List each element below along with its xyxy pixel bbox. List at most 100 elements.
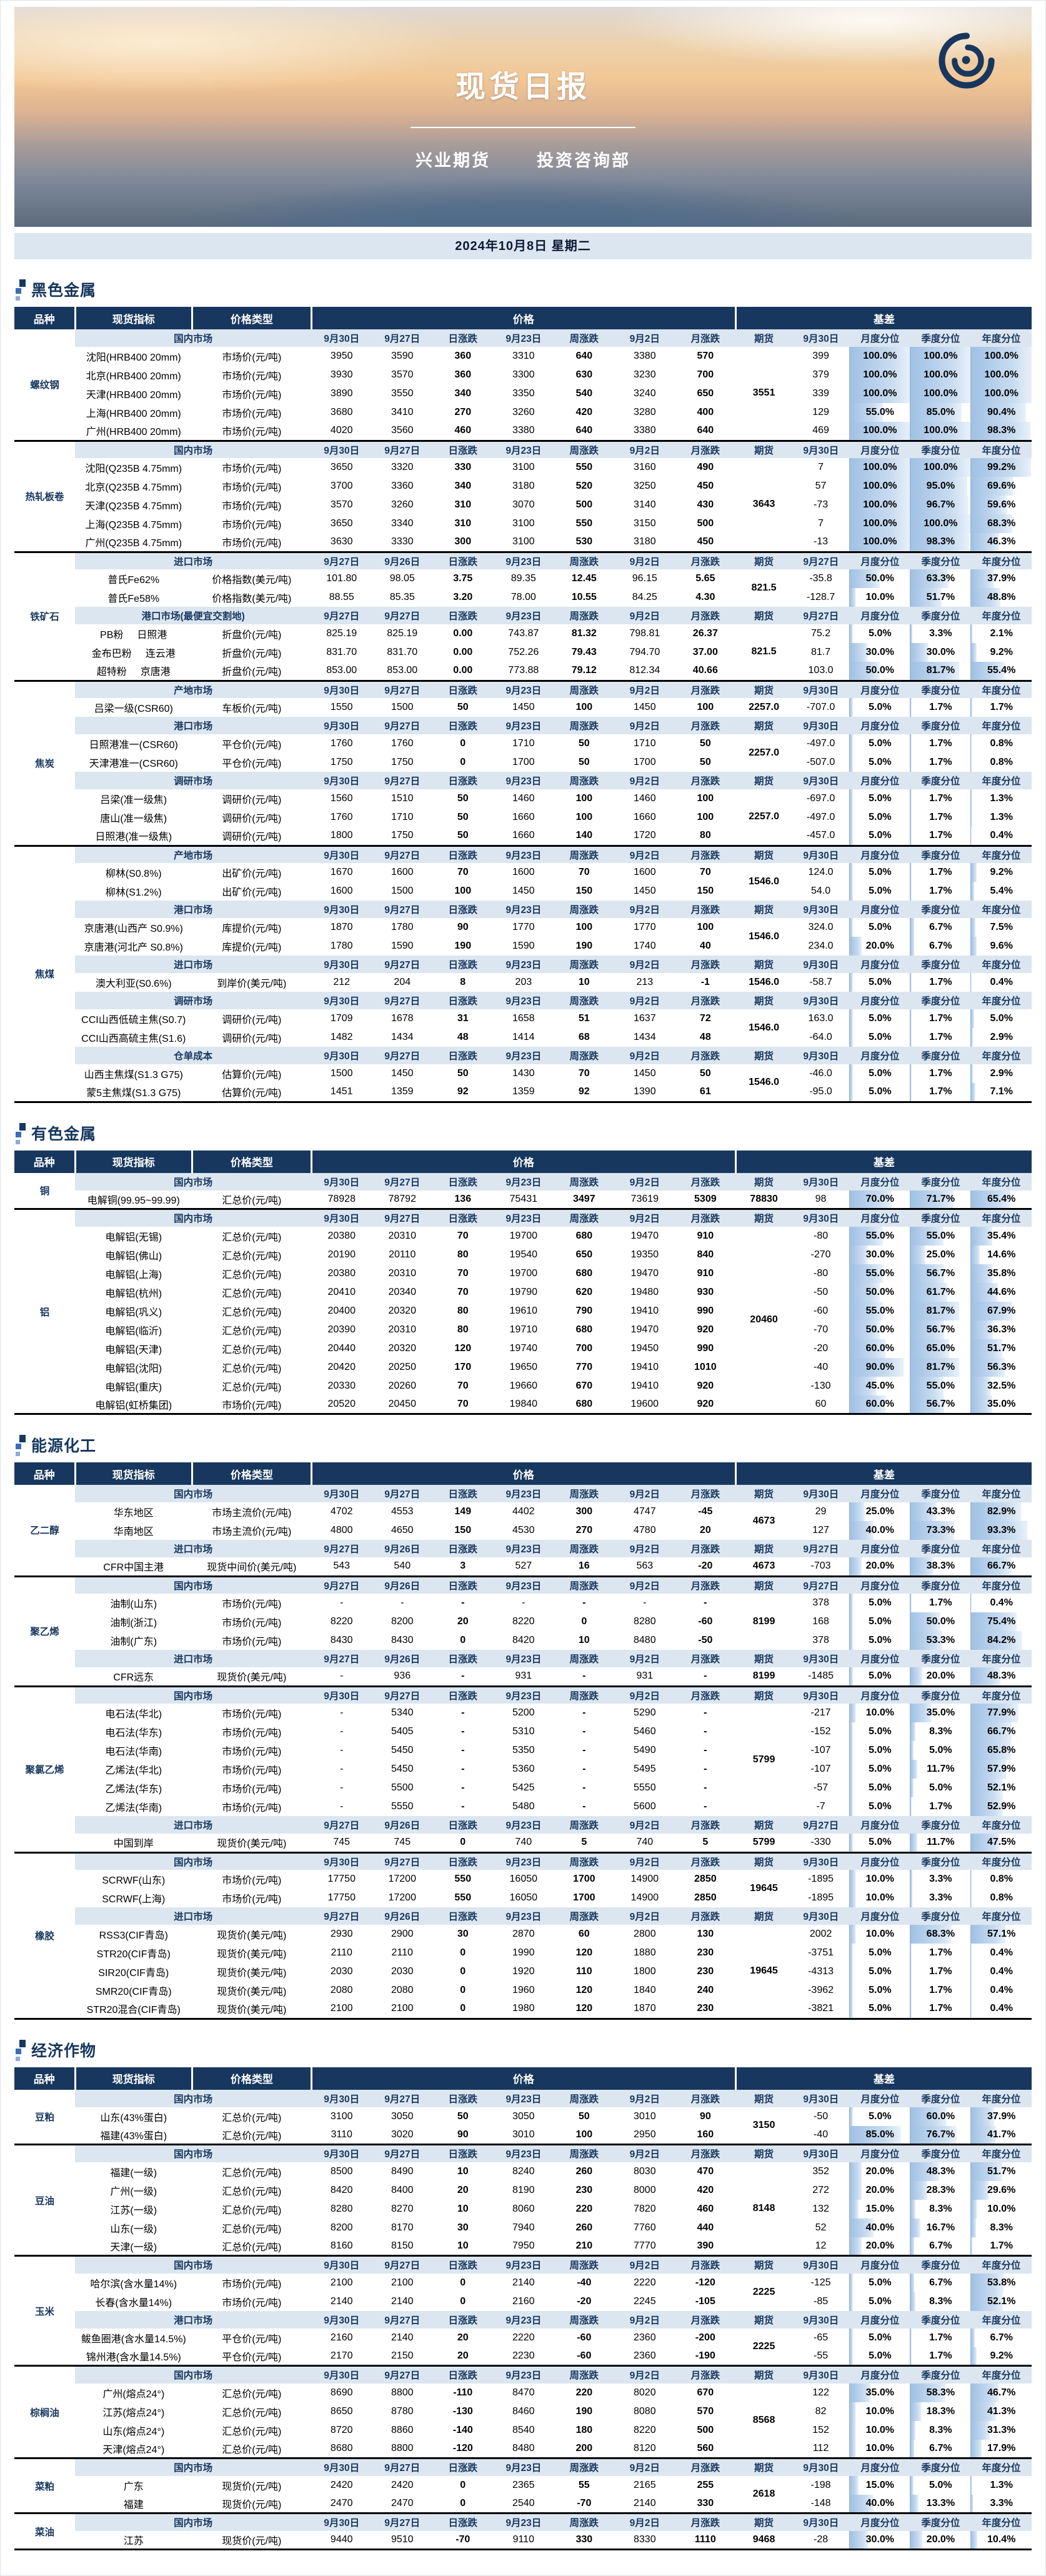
subheader-label: 9月27日 bbox=[311, 1540, 372, 1557]
percentile-cell: 63.3% bbox=[910, 569, 971, 588]
subheader-label: 月度分位 bbox=[849, 439, 910, 458]
subheader-label: 9月30日 bbox=[311, 2255, 372, 2274]
percentile-cell: 5.0% bbox=[849, 1612, 910, 1631]
indicator-cell: 电解铝(沈阳) bbox=[105, 1363, 162, 1374]
price-cell: 1960 bbox=[512, 1985, 535, 1995]
basis-cell: 29 bbox=[815, 1506, 827, 1517]
percentile-cell: 53.3% bbox=[910, 1631, 971, 1650]
percentile-cell: 5.0% bbox=[849, 973, 910, 992]
price-cell: 740 bbox=[515, 1837, 532, 1848]
percentile-cell: 1.7% bbox=[910, 827, 971, 846]
change-cell: 500 bbox=[697, 2424, 714, 2435]
basis-cell: 57 bbox=[815, 481, 827, 491]
percentile-cell: 98.3% bbox=[970, 422, 1032, 441]
indicator-cell: CCI山西低硫主焦(S0.7) bbox=[81, 1015, 186, 1026]
subheader-label: 期货 bbox=[735, 717, 792, 734]
subheader-label: 月度分位 bbox=[849, 607, 910, 624]
subheader-label: 季度分位 bbox=[910, 679, 971, 698]
subheader-label: 期货 bbox=[735, 2512, 792, 2531]
indicator-cell: 福建(一级) bbox=[110, 2167, 157, 2179]
subheader-label: 9月30日 bbox=[311, 956, 372, 973]
change-cell: 150 bbox=[575, 886, 593, 896]
market-label: 国内市场 bbox=[75, 2255, 312, 2274]
price-cell: 3180 bbox=[634, 536, 656, 547]
price-cell: 2140 bbox=[330, 2295, 353, 2307]
price-type-cell: 汇总价(元/吨) bbox=[222, 2444, 282, 2455]
subheader-label: 日涨跌 bbox=[432, 439, 494, 458]
market-subheader-row: 聚氯乙烯 国内市场 9月30日 9月27日 日涨跌 9月23日 周涨跌 9月2日 月涨跌 期货 9月… bbox=[14, 1685, 1032, 1852]
subheader-label: 日涨跌 bbox=[432, 1816, 494, 1834]
futures-cell: 2225 bbox=[752, 2340, 775, 2352]
subheader-label: 季度分位 bbox=[910, 2457, 971, 2476]
percentile-cell: 100.0% bbox=[849, 477, 910, 496]
subheader-label: 9月23日 bbox=[493, 1907, 554, 1925]
price-cell: 19840 bbox=[509, 1398, 538, 1409]
price-cell: 3300 bbox=[512, 369, 535, 380]
change-cell: 5309 bbox=[694, 1193, 717, 1204]
price-cell: 17200 bbox=[388, 1874, 416, 1884]
table-row: 锦州港(含水量14.5%) 平仓价(元/吨) 2170 2150 20 2230 -60 23… bbox=[14, 2347, 1032, 2366]
table-row: 福建(43%蛋白) 汇总价(元/吨) 3110 3020 90 3010 100 2950 16… bbox=[14, 2125, 1032, 2145]
basis-cell: 122 bbox=[812, 2387, 829, 2398]
basis-cell: -70 bbox=[813, 1324, 829, 1335]
price-cell: 1600 bbox=[391, 867, 414, 877]
basis-cell: -73 bbox=[813, 499, 829, 510]
variety-cell: 菜粕 bbox=[14, 2457, 76, 2514]
subheader-label: 日涨跌 bbox=[432, 2365, 494, 2384]
price-cell: 2165 bbox=[634, 2479, 656, 2490]
basis-cell: -3751 bbox=[808, 1947, 834, 1958]
table-row: 电解铝(天津) 汇总价(元/吨) 20440 20320 120 19740 700 1945… bbox=[14, 1339, 1032, 1358]
basis-cell: 2002 bbox=[809, 1929, 832, 1939]
change-cell: - bbox=[461, 1782, 465, 1793]
subheader-label: 月涨跌 bbox=[675, 607, 736, 624]
change-cell: 0.00 bbox=[453, 665, 473, 676]
price-type-cell: 车板价(元/吨) bbox=[222, 704, 282, 714]
price-cell: 19540 bbox=[509, 1249, 538, 1260]
table-row: 油制(浙江) 市场价(元/吨) 8220 8200 20 8220 0 8280 -60 168 5… bbox=[14, 1612, 1032, 1631]
table-row: 电解铝(上海) 汇总价(元/吨) 20380 20310 70 19700 680 19470… bbox=[14, 1264, 1032, 1283]
change-cell: 50 bbox=[457, 1068, 469, 1079]
subheader-label: 9月30日 bbox=[792, 1907, 850, 1925]
price-cell: 8420 bbox=[512, 1635, 535, 1645]
price-type-cell: 现货价(美元/吨) bbox=[217, 1968, 287, 1979]
percentile-cell: 0.8% bbox=[970, 753, 1032, 772]
basis-cell: 98 bbox=[815, 1193, 827, 1204]
price-type-cell: 市场价(元/吨) bbox=[222, 352, 282, 363]
subheader-label: 期货 bbox=[735, 2310, 792, 2329]
percentile-cell: 38.3% bbox=[910, 1557, 971, 1576]
change-cell: 51 bbox=[578, 1013, 590, 1024]
percentile-cell: 14.6% bbox=[970, 1245, 1032, 1264]
price-cell: 2360 bbox=[634, 2332, 656, 2343]
change-cell: - bbox=[582, 1726, 586, 1737]
market-label: 国内市场 bbox=[75, 1172, 312, 1191]
change-cell: 5 bbox=[581, 1837, 587, 1848]
basis-cell: -1485 bbox=[808, 1670, 834, 1682]
market-subheader-row: 热轧板卷 国内市场 9月30日 9月27日 日涨跌 9月23日 周涨跌 9月2日 月涨跌 期货 9月… bbox=[14, 439, 1032, 552]
market-subheader-row: 豆油 国内市场 9月30日 9月27日 日涨跌 9月23日 周涨跌 9月2日 月涨跌 期货 9月30… bbox=[14, 2144, 1032, 2256]
indicator-cell: 华东地区 bbox=[113, 1508, 154, 1519]
percentile-cell: 30.0% bbox=[910, 643, 971, 662]
table-row: 电解铝(无锡) 汇总价(元/吨) 20380 20310 70 19700 680 19470… bbox=[14, 1226, 1032, 1325]
price-type-cell: 市场价(元/吨) bbox=[222, 409, 282, 419]
column-header-variety: 品种 bbox=[14, 1150, 76, 1173]
variety-cell: 棕榈油 bbox=[14, 2365, 76, 2459]
basis-cell: 352 bbox=[812, 2165, 829, 2177]
change-cell: 68 bbox=[578, 1032, 590, 1042]
change-cell: 680 bbox=[575, 1398, 593, 1409]
change-cell: 5.65 bbox=[695, 573, 715, 584]
price-cell: 2030 bbox=[330, 1966, 353, 1977]
percentile-cell: 93.3% bbox=[970, 1521, 1032, 1540]
basis-cell: -50 bbox=[813, 2110, 829, 2122]
change-cell: -130 bbox=[452, 2405, 473, 2417]
price-cell: 75431 bbox=[509, 1193, 538, 1204]
price-cell: 3890 bbox=[330, 388, 353, 399]
subheader-label: 月度分位 bbox=[849, 992, 910, 1009]
market-label: 产地市场 bbox=[75, 679, 312, 698]
price-cell: 16050 bbox=[509, 1874, 538, 1884]
price-cell: 203 bbox=[515, 977, 532, 987]
subheader-label: 年度分位 bbox=[970, 1540, 1032, 1557]
change-cell: 90 bbox=[457, 2129, 469, 2140]
market-label: 港口市场 bbox=[75, 2310, 312, 2329]
percentile-cell: 51.7% bbox=[970, 1339, 1032, 1358]
